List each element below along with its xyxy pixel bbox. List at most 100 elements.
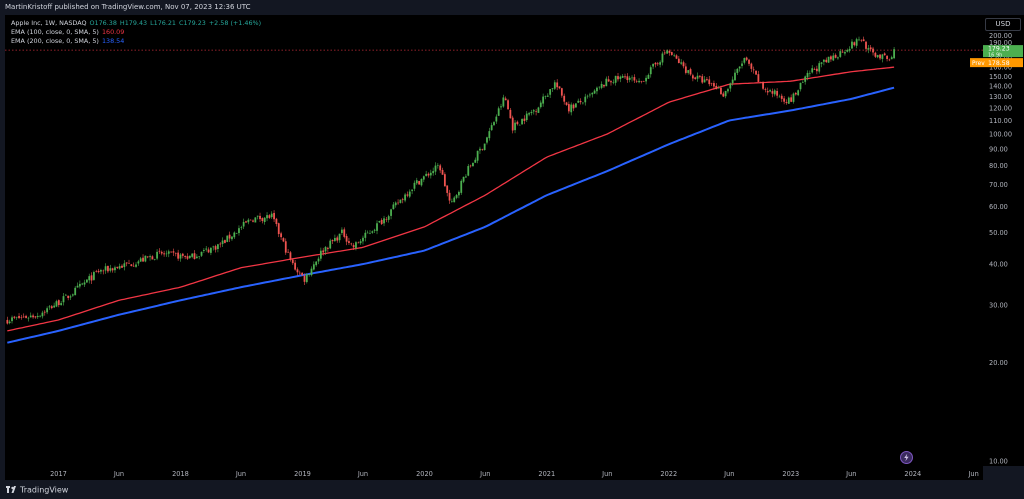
last-price-value: 179.23 [988,46,1010,53]
candle [567,101,570,114]
candle [93,270,95,281]
price-tick-label: 160.00 [989,64,1012,72]
candle-body [722,93,725,97]
candle [394,201,397,208]
legend-ema200[interactable]: EMA (200, close, 0, SMA, 5) 138.54 [11,37,127,45]
candle-body [713,83,715,87]
candle-body [893,49,895,59]
candle-body [872,48,874,53]
price-chart[interactable] [5,15,983,466]
candle [790,94,793,103]
candle-body [109,268,112,271]
candle-body [481,149,484,150]
candle [450,198,453,203]
candle [62,293,65,306]
candle-body [174,253,177,254]
candle [153,258,156,261]
candle [439,163,442,174]
candle-body [252,220,254,222]
candle [631,75,633,82]
price-tick-label: 190.00 [989,39,1012,47]
candle [495,114,498,124]
price-axis[interactable]: 220.00210.00200.00190.00180.00170.00160.… [970,15,1024,466]
candle-body [715,85,718,90]
plot-area[interactable] [5,15,983,466]
candle [425,170,428,177]
candle-body [6,319,9,324]
price-tick-label: 120.00 [989,104,1012,112]
prev-close-value: 178.58 [988,60,1010,67]
candle [135,262,137,268]
candle-body [755,70,757,75]
time-tick-label: Jun [113,470,124,478]
candle [514,120,516,134]
candle-body [748,59,750,64]
candle [525,110,528,123]
candle [822,59,825,66]
candle [771,88,774,98]
legend-ema100[interactable]: EMA (100, close, 0, SMA, 5) 160.09 [11,28,127,36]
candle-body [422,176,425,180]
candle-body [291,259,294,264]
candle [780,93,783,103]
candle [156,249,158,261]
candle [259,212,261,222]
candle [661,51,664,66]
candle-body [296,269,299,273]
candle [399,199,402,204]
candle [710,82,713,87]
candle [708,76,711,87]
candle [743,57,746,65]
candle [729,82,732,92]
candle [645,75,647,85]
candle [326,246,329,252]
candle [146,256,149,259]
candle-body [619,76,622,79]
candle-body [490,125,493,131]
candle [270,211,273,219]
legend-low: L176.21 [150,19,176,27]
candle-body [224,240,226,243]
candle-body [687,70,690,73]
candle [132,262,135,267]
candle-body [434,165,437,172]
candle-body [698,75,701,77]
candle-body [67,295,70,299]
time-tick-label: 2021 [538,470,555,478]
candle [249,219,252,221]
time-axis[interactable]: 2017 Jun 2018 Jun 2019 Jun 2020 Jun 2021 Jun 2022 J… [5,466,983,480]
candle-body [392,204,395,210]
candle [860,39,863,43]
candle [689,67,692,76]
currency-button[interactable]: USD [985,18,1021,31]
candle [509,108,512,119]
candle [696,72,699,82]
candle [212,245,215,251]
candle-body [570,104,573,113]
candle [217,243,219,253]
candle [348,237,350,246]
candle [22,313,25,318]
candle-body [32,315,34,318]
candle-body [146,256,149,258]
candle [415,177,418,185]
replay-badge[interactable] [900,451,913,464]
candle-body [287,251,290,253]
candle-body [76,285,79,288]
prev-close-tag: Prev 178.58 [970,58,1023,68]
candle [319,247,322,262]
candle [114,265,116,273]
candle [11,315,13,324]
candle [544,95,547,100]
candle [107,265,109,274]
candle [331,239,334,245]
candle-body [799,82,802,90]
candle-body [78,283,81,287]
tradingview-logo[interactable]: TradingView [5,480,125,499]
candle-body [458,191,460,196]
candle [570,102,573,116]
candle-body [62,296,65,303]
candle [142,254,144,263]
candle-body [848,48,851,51]
candle [179,253,182,262]
